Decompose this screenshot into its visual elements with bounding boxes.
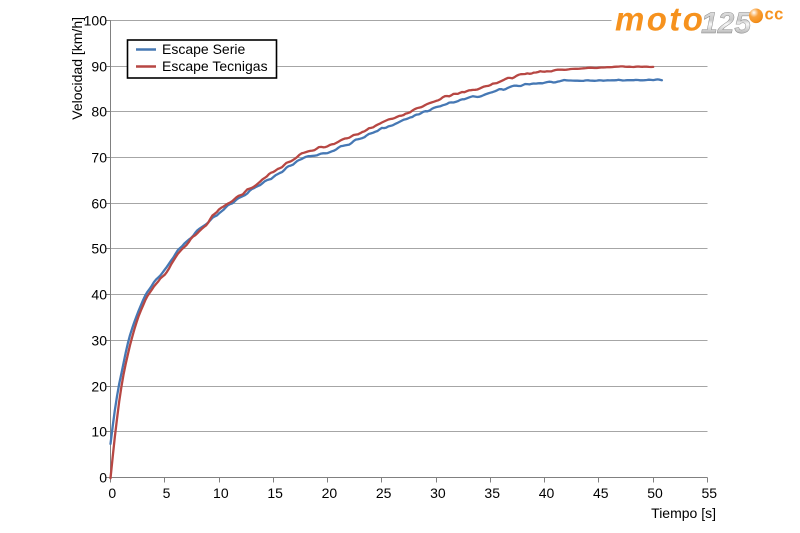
svg-text:0: 0 [108,485,116,501]
svg-text:50: 50 [91,241,107,257]
svg-text:40: 40 [539,485,555,501]
svg-text:50: 50 [647,485,663,501]
svg-text:100: 100 [84,13,108,29]
svg-text:5: 5 [163,485,171,501]
svg-text:70: 70 [91,150,107,166]
svg-text:35: 35 [484,485,500,501]
svg-text:Tiempo [s]: Tiempo [s] [651,505,716,521]
svg-text:0: 0 [99,470,107,486]
svg-text:30: 30 [430,485,446,501]
svg-text:25: 25 [376,485,392,501]
svg-text:90: 90 [91,59,107,75]
svg-text:125: 125 [701,7,752,40]
svg-text:Escape Tecnigas: Escape Tecnigas [162,58,268,74]
svg-text:Escape Serie: Escape Serie [162,41,245,57]
svg-text:55: 55 [702,485,718,501]
svg-text:20: 20 [91,379,107,395]
svg-text:10: 10 [91,424,107,440]
svg-text:Velocidad [km/h]: Velocidad [km/h] [69,17,85,120]
svg-text:80: 80 [91,104,107,120]
svg-text:40: 40 [91,287,107,303]
svg-text:moto: moto [615,1,705,38]
svg-text:15: 15 [267,485,283,501]
svg-text:30: 30 [91,333,107,349]
svg-text:20: 20 [322,485,338,501]
svg-text:10: 10 [213,485,229,501]
svg-text:45: 45 [593,485,609,501]
svg-text:60: 60 [91,196,107,212]
svg-text:cc: cc [765,6,784,24]
